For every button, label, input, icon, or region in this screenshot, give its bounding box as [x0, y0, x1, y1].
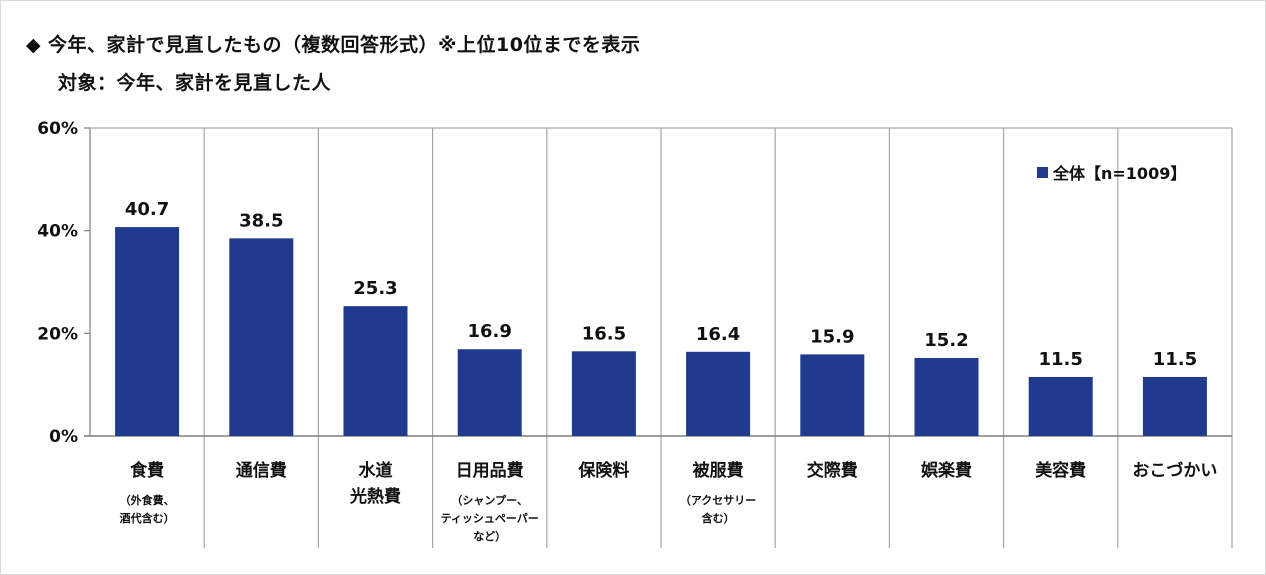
category-label: ティッシュペーパー: [441, 512, 539, 525]
category-label: おこづかい: [1132, 461, 1217, 481]
y-tick-label: 0%: [49, 427, 78, 447]
category-label: 日用品費: [456, 460, 524, 481]
category-label: 酒代含む）: [120, 511, 175, 525]
bar: [800, 354, 865, 436]
bar: [343, 306, 408, 436]
bar: [686, 351, 751, 436]
category-label: 保険料: [577, 460, 629, 481]
bar: [1028, 376, 1093, 436]
bar: [115, 227, 180, 436]
bar-value-label: 15.2: [924, 330, 968, 351]
legend-swatch: [1037, 167, 1048, 178]
bar-value-label: 16.9: [467, 321, 511, 342]
bar: [571, 351, 636, 436]
bar-value-label: 38.5: [239, 210, 283, 231]
bar-value-label: 11.5: [1038, 349, 1082, 370]
chart-subtitle: 対象：今年、家計を見直した人: [58, 72, 332, 94]
y-tick-label: 20%: [37, 324, 78, 344]
bar-value-label: 40.7: [125, 199, 169, 220]
category-label: 美容費: [1035, 460, 1086, 481]
y-tick-label: 40%: [37, 222, 78, 242]
y-tick-label: 60%: [37, 119, 78, 139]
bar-value-label: 16.5: [582, 323, 626, 344]
category-label: 光熱費: [349, 486, 401, 507]
diamond-bullet-icon: ◆: [26, 34, 42, 56]
bar-value-label: 25.3: [353, 278, 397, 299]
legend-label: 全体【n=1009】: [1052, 164, 1186, 183]
category-label: など）: [473, 530, 506, 543]
category-label: 交際費: [807, 460, 858, 481]
chart-title: ◆ 今年、家計で見直したもの（複数回答形式）※上位10位までを表示: [26, 30, 640, 57]
bar-value-label: 15.9: [810, 326, 854, 347]
chart-title-text: 今年、家計で見直したもの（複数回答形式）※上位10位までを表示: [48, 34, 641, 56]
category-label: 娯楽費: [921, 460, 972, 481]
category-label: 通信費: [236, 460, 287, 481]
category-label: （シャンプー、: [451, 493, 528, 507]
category-label: 被服費: [693, 460, 744, 481]
bar: [457, 349, 522, 436]
bar: [229, 238, 294, 436]
category-label: （外食費、: [120, 493, 175, 507]
bar: [1142, 376, 1207, 436]
bar-value-label: 16.4: [696, 324, 740, 345]
bar: [914, 357, 979, 436]
category-label: 含む）: [701, 511, 735, 525]
category-label: 食費: [130, 460, 164, 481]
category-label: （アクセサリー: [680, 494, 756, 507]
category-label: 水道: [359, 460, 393, 481]
bar-value-label: 11.5: [1153, 349, 1197, 370]
